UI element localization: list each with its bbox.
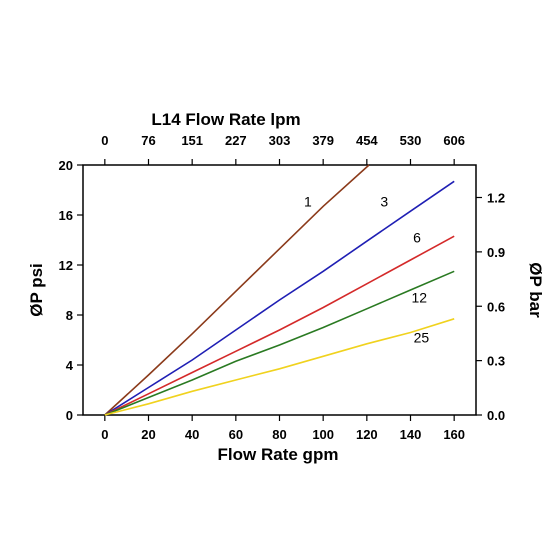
y-axis-right: 0.0 0.3 0.6 0.9 1.2 xyxy=(476,191,505,423)
series-group xyxy=(104,164,455,416)
y-axis-left: 0 4 8 12 16 20 xyxy=(59,158,83,423)
curve-label-12: 12 xyxy=(411,290,427,306)
x-tick-label: 100 xyxy=(312,427,334,442)
right-tick-label: 0.0 xyxy=(487,408,505,423)
curve-label-25: 25 xyxy=(414,330,430,346)
right-tick-label: 1.2 xyxy=(487,191,505,206)
x-tick-label: 0 xyxy=(101,427,108,442)
x-tick-label: 40 xyxy=(185,427,199,442)
top-tick-label: 151 xyxy=(181,133,203,148)
top-tick-label: 606 xyxy=(443,133,465,148)
top-tick-label: 0 xyxy=(101,133,108,148)
curve-labels: 1 3 6 12 25 xyxy=(304,193,429,345)
top-tick-label: 303 xyxy=(269,133,291,148)
y-tick-label: 8 xyxy=(66,308,73,323)
curve-label-1: 1 xyxy=(304,193,312,209)
right-tick-label: 0.3 xyxy=(487,354,505,369)
series-line-25 xyxy=(104,318,455,416)
series-line-6 xyxy=(104,235,455,416)
x-tick-label: 140 xyxy=(400,427,422,442)
x-tick-label: 20 xyxy=(141,427,155,442)
top-tick-label: 379 xyxy=(312,133,334,148)
top-tick-label: 530 xyxy=(400,133,422,148)
top-tick-label: 454 xyxy=(356,133,378,148)
series-line-3 xyxy=(104,180,455,416)
y-axis-title-right: ØP bar xyxy=(526,262,545,318)
curve-label-6: 6 xyxy=(413,230,421,246)
x-tick-label: 80 xyxy=(272,427,286,442)
top-tick-label: 76 xyxy=(141,133,155,148)
curve-label-3: 3 xyxy=(380,193,388,209)
y-axis-title-left: ØP psi xyxy=(27,263,46,317)
x-tick-label: 120 xyxy=(356,427,378,442)
y-tick-label: 20 xyxy=(59,158,73,173)
series-line-1 xyxy=(104,164,370,416)
top-tick-label: 227 xyxy=(225,133,247,148)
chart-title: L14 Flow Rate lpm xyxy=(151,110,300,129)
y-tick-label: 0 xyxy=(66,408,73,423)
right-tick-label: 0.6 xyxy=(487,299,505,314)
y-tick-label: 4 xyxy=(66,358,74,373)
right-tick-label: 0.9 xyxy=(487,245,505,260)
y-tick-label: 16 xyxy=(59,208,73,223)
x-tick-label: 160 xyxy=(443,427,465,442)
x-axis-title: Flow Rate gpm xyxy=(218,445,339,464)
top-axis: 0 76 151 227 303 379 454 530 606 xyxy=(101,133,465,165)
x-axis: 0 20 40 60 80 100 120 140 160 xyxy=(101,415,465,442)
x-tick-label: 60 xyxy=(229,427,243,442)
y-tick-label: 12 xyxy=(59,258,73,273)
series-line-12 xyxy=(104,270,455,416)
